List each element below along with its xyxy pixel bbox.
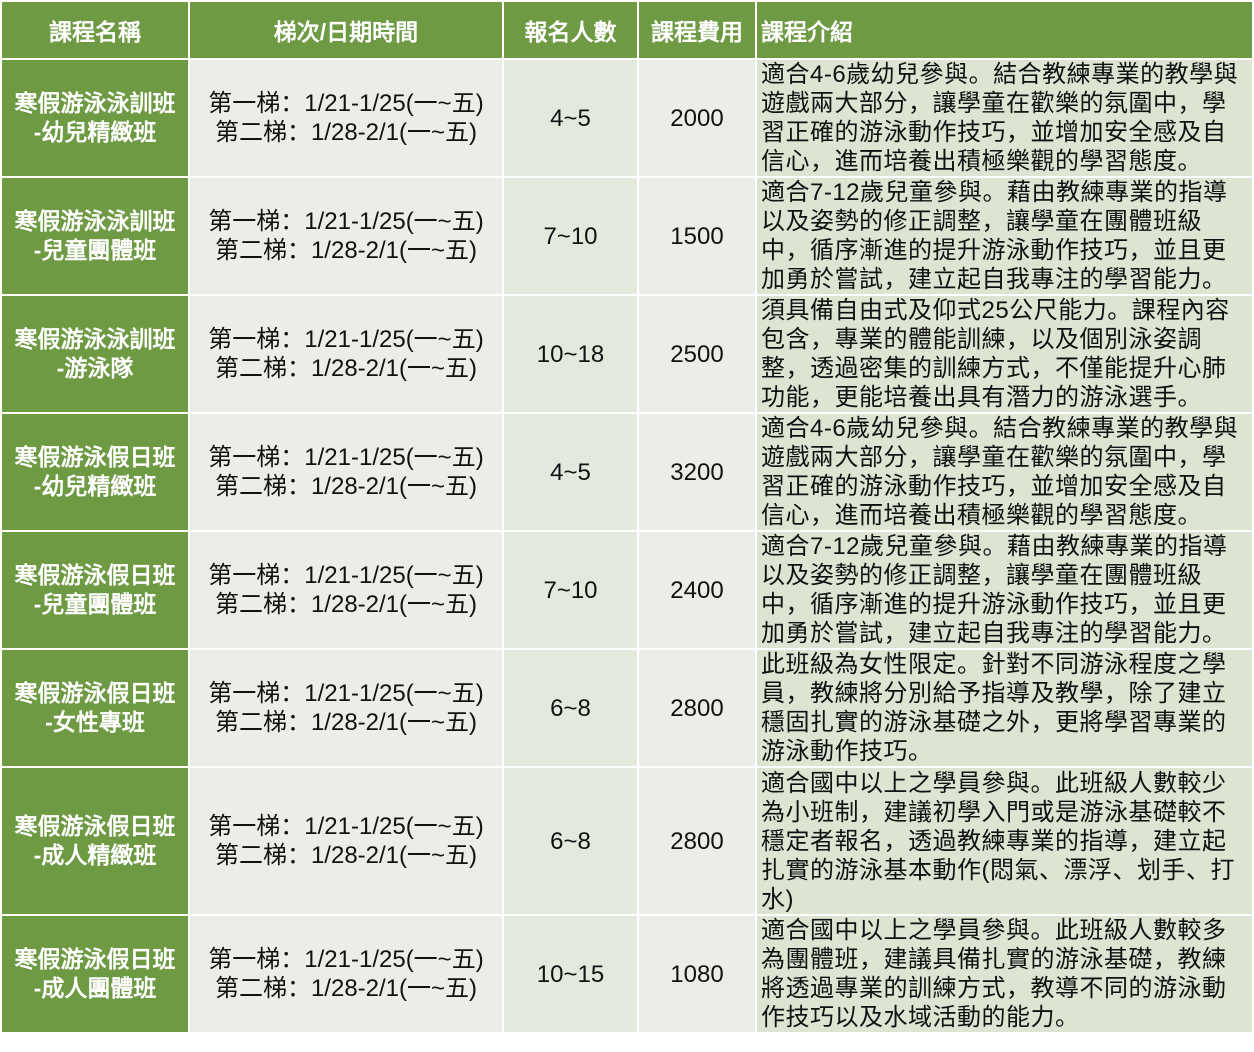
fee: 2800 xyxy=(639,768,755,914)
course-name-cell: 寒假游泳假日班 -兒童團體班 xyxy=(2,532,188,648)
description: 適合7-12歲兒童參與。藉由教練專業的指導以及姿勢的修正調整，讓學童在團體班級中… xyxy=(757,178,1252,294)
course-name-line: -成人精緻班 xyxy=(33,842,157,868)
description: 須具備自由式及仰式25公尺能力。課程內容包含，專業的體能訓練，以及個別泳姿調整，… xyxy=(757,296,1252,412)
header-row: 課程名稱 梯次/日期時間 報名人數 課程費用 課程介紹 xyxy=(2,2,1252,58)
schedule-cell: 第一梯：1/21-1/25(一~五) 第二梯：1/28-2/1(一~五) xyxy=(190,178,502,294)
fee: 1080 xyxy=(639,916,755,1032)
schedule-line: 第二梯：1/28-2/1(一~五) xyxy=(214,119,478,146)
enrollment: 4~5 xyxy=(504,414,637,530)
fee: 1500 xyxy=(639,178,755,294)
table-row: 寒假游泳假日班 -幼兒精緻班 第一梯：1/21-1/25(一~五) 第二梯：1/28-… xyxy=(2,414,1252,530)
table-row: 寒假游泳假日班 -女性專班 第一梯：1/21-1/25(一~五) 第二梯：1/28-2… xyxy=(2,650,1252,766)
header-cell: 課程費用 xyxy=(639,2,755,58)
course-name-cell: 寒假游泳假日班 -成人精緻班 xyxy=(2,768,188,914)
header-cell: 課程名稱 xyxy=(2,2,188,58)
enrollment: 7~10 xyxy=(504,532,637,648)
table-row: 寒假游泳假日班 -成人團體班 第一梯：1/21-1/25(一~五) 第二梯：1/28-… xyxy=(2,916,1252,1032)
schedule-line: 第一梯：1/21-1/25(一~五) xyxy=(208,208,484,235)
description: 適合7-12歲兒童參與。藉由教練專業的指導以及姿勢的修正調整，讓學童在團體班級中… xyxy=(757,532,1252,648)
enrollment: 7~10 xyxy=(504,178,637,294)
header-cell: 梯次/日期時間 xyxy=(190,2,502,58)
schedule-line: 第二梯：1/28-2/1(一~五) xyxy=(214,355,478,382)
course-name-line: 寒假游泳假日班 xyxy=(14,813,176,839)
header-cell: 報名人數 xyxy=(504,2,637,58)
schedule-cell: 第一梯：1/21-1/25(一~五) 第二梯：1/28-2/1(一~五) xyxy=(190,60,502,176)
course-name-line: 寒假游泳泳訓班 xyxy=(14,90,176,116)
fee: 2800 xyxy=(639,650,755,766)
course-name-line: -兒童團體班 xyxy=(33,591,157,617)
schedule-line: 第二梯：1/28-2/1(一~五) xyxy=(214,591,478,618)
course-name-line: 寒假游泳假日班 xyxy=(14,562,176,588)
table-row: 寒假游泳泳訓班 -幼兒精緻班 第一梯：1/21-1/25(一~五) 第二梯：1/28-… xyxy=(2,60,1252,176)
course-name-line: 寒假游泳假日班 xyxy=(14,680,176,706)
table-row: 寒假游泳泳訓班 -兒童團體班 第一梯：1/21-1/25(一~五) 第二梯：1/28-… xyxy=(2,178,1252,294)
schedule-cell: 第一梯：1/21-1/25(一~五) 第二梯：1/28-2/1(一~五) xyxy=(190,532,502,648)
schedule-line: 第一梯：1/21-1/25(一~五) xyxy=(208,444,484,471)
schedule-cell: 第一梯：1/21-1/25(一~五) 第二梯：1/28-2/1(一~五) xyxy=(190,296,502,412)
enrollment: 10~18 xyxy=(504,296,637,412)
schedule-cell: 第一梯：1/21-1/25(一~五) 第二梯：1/28-2/1(一~五) xyxy=(190,916,502,1032)
schedule-line: 第一梯：1/21-1/25(一~五) xyxy=(208,326,484,353)
schedule-cell: 第一梯：1/21-1/25(一~五) 第二梯：1/28-2/1(一~五) xyxy=(190,414,502,530)
fee: 2000 xyxy=(639,60,755,176)
course-name-cell: 寒假游泳假日班 -成人團體班 xyxy=(2,916,188,1032)
enrollment: 6~8 xyxy=(504,768,637,914)
course-name-cell: 寒假游泳泳訓班 -幼兒精緻班 xyxy=(2,60,188,176)
table-row: 寒假游泳假日班 -兒童團體班 第一梯：1/21-1/25(一~五) 第二梯：1/28-… xyxy=(2,532,1252,648)
course-name-cell: 寒假游泳假日班 -女性專班 xyxy=(2,650,188,766)
course-name-line: -幼兒精緻班 xyxy=(33,473,157,499)
schedule-line: 第一梯：1/21-1/25(一~五) xyxy=(208,562,484,589)
course-name-line: -兒童團體班 xyxy=(33,237,157,263)
fee: 2500 xyxy=(639,296,755,412)
table-row: 寒假游泳泳訓班 -游泳隊 第一梯：1/21-1/25(一~五) 第二梯：1/28-2/… xyxy=(2,296,1252,412)
table-row: 寒假游泳假日班 -成人精緻班 第一梯：1/21-1/25(一~五) 第二梯：1/28-… xyxy=(2,768,1252,914)
schedule-line: 第一梯：1/21-1/25(一~五) xyxy=(208,813,484,840)
fee: 2400 xyxy=(639,532,755,648)
schedule-cell: 第一梯：1/21-1/25(一~五) 第二梯：1/28-2/1(一~五) xyxy=(190,768,502,914)
schedule-line: 第二梯：1/28-2/1(一~五) xyxy=(214,975,478,1002)
schedule-line: 第一梯：1/21-1/25(一~五) xyxy=(208,946,484,973)
course-name-cell: 寒假游泳泳訓班 -兒童團體班 xyxy=(2,178,188,294)
table-body: 寒假游泳泳訓班 -幼兒精緻班 第一梯：1/21-1/25(一~五) 第二梯：1/28-… xyxy=(2,60,1252,1032)
course-name-cell: 寒假游泳泳訓班 -游泳隊 xyxy=(2,296,188,412)
course-name-line: 寒假游泳泳訓班 xyxy=(14,208,176,234)
course-name-line: -女性專班 xyxy=(45,709,145,735)
schedule-line: 第二梯：1/28-2/1(一~五) xyxy=(214,237,478,264)
schedule-line: 第一梯：1/21-1/25(一~五) xyxy=(208,90,484,117)
course-name-cell: 寒假游泳假日班 -幼兒精緻班 xyxy=(2,414,188,530)
schedule-line: 第二梯：1/28-2/1(一~五) xyxy=(214,473,478,500)
course-name-line: 寒假游泳假日班 xyxy=(14,946,176,972)
course-name-line: 寒假游泳假日班 xyxy=(14,444,176,470)
description: 適合國中以上之學員參與。此班級人數較多為團體班，建議具備扎實的游泳基礎，教練將透… xyxy=(757,916,1252,1032)
schedule-line: 第二梯：1/28-2/1(一~五) xyxy=(214,842,478,869)
course-name-line: -游泳隊 xyxy=(56,355,134,381)
description: 此班級為女性限定。針對不同游泳程度之學員，教練將分別給予指導及教學，除了建立穩固… xyxy=(757,650,1252,766)
description: 適合4-6歲幼兒參與。結合教練專業的教學與遊戲兩大部分，讓學童在歡樂的氛圍中，學… xyxy=(757,414,1252,530)
course-name-line: -幼兒精緻班 xyxy=(33,119,157,145)
description: 適合國中以上之學員參與。此班級人數較少為小班制，建議初學入門或是游泳基礎較不穩定… xyxy=(757,768,1252,914)
schedule-line: 第二梯：1/28-2/1(一~五) xyxy=(214,709,478,736)
fee: 3200 xyxy=(639,414,755,530)
enrollment: 10~15 xyxy=(504,916,637,1032)
schedule-line: 第一梯：1/21-1/25(一~五) xyxy=(208,680,484,707)
course-name-line: 寒假游泳泳訓班 xyxy=(14,326,176,352)
schedule-cell: 第一梯：1/21-1/25(一~五) 第二梯：1/28-2/1(一~五) xyxy=(190,650,502,766)
course-name-line: -成人團體班 xyxy=(33,975,157,1001)
enrollment: 6~8 xyxy=(504,650,637,766)
header-cell: 課程介紹 xyxy=(757,2,1252,58)
enrollment: 4~5 xyxy=(504,60,637,176)
description: 適合4-6歲幼兒參與。結合教練專業的教學與遊戲兩大部分，讓學童在歡樂的氛圍中，學… xyxy=(757,60,1252,176)
